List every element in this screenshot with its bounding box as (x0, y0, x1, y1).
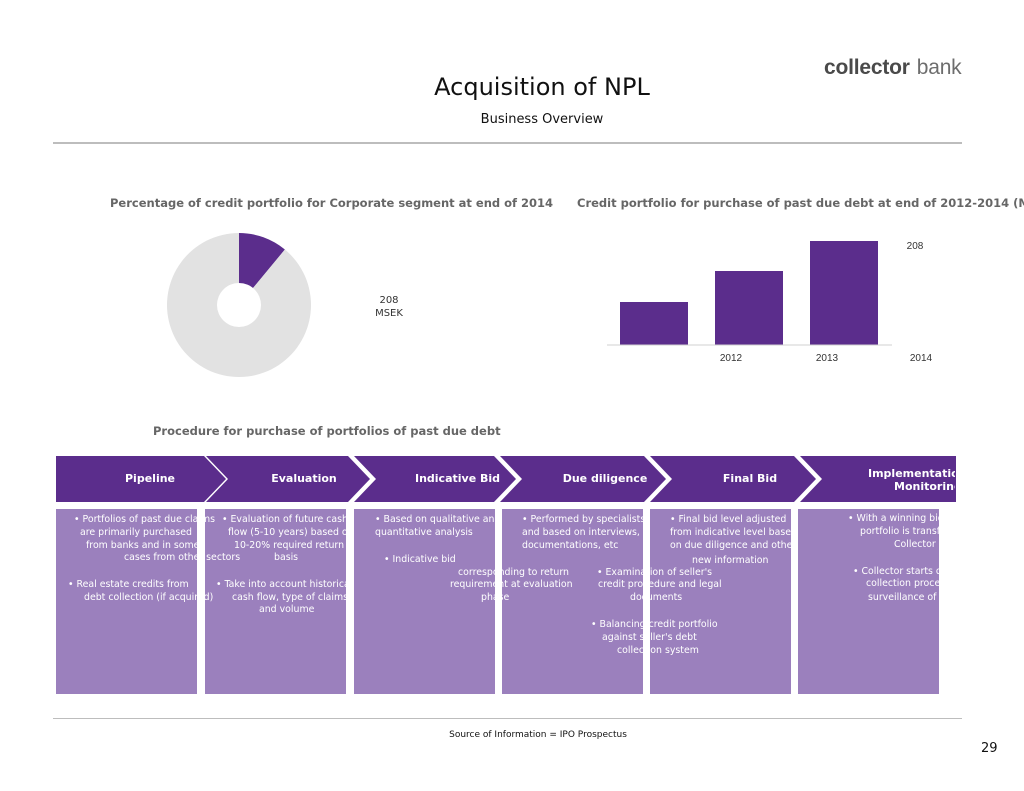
bar-category-label: 2012 (720, 353, 743, 364)
step-label-implementation: Implementation and Monitoring (855, 467, 955, 493)
left-chart-heading: Percentage of credit portfolio for Corpo… (110, 196, 554, 210)
due-text-3: documentations, etc (522, 540, 619, 551)
logo-text-bank: bank (916, 56, 962, 79)
indicative-text-3: • Indicative bid (384, 554, 456, 565)
impl-text-6: surveillance of claims (868, 592, 939, 603)
collector-bank-logo: collector bank (824, 56, 962, 80)
indicative-text-1: • Based on qualitative and (375, 514, 501, 525)
indicative-text-5: requirement at evaluation (450, 579, 573, 590)
bar-category-label: 2013 (816, 353, 839, 364)
impl-text-4: • Collector starts debt (853, 566, 939, 577)
source-note: Source of Information = IPO Prospectus (449, 730, 627, 740)
pipeline-text-4: cases from other sectors (124, 552, 241, 563)
bar-chart: 86201214820132082014 (607, 241, 933, 364)
donut-annotation-unit: MSEK (375, 308, 403, 319)
evaluation-text-1: • Evaluation of future cash (222, 514, 348, 525)
panel-evaluation (205, 509, 346, 694)
impl-text-clip: • With a winning bid, the portfolio is t… (798, 509, 939, 694)
panel-final-bid (650, 509, 791, 694)
donut-chart (166, 233, 311, 377)
bottom-divider (53, 718, 962, 719)
due-text-4: • Examination of seller's (597, 567, 713, 578)
step-chevron-final-bid (650, 456, 816, 502)
due-text-5: credit procedure and legal (598, 579, 722, 590)
bar-2012 (620, 302, 688, 345)
pipeline-text-2: are primarily purchased (80, 527, 193, 538)
evaluation-text-7: and volume (259, 604, 315, 615)
step-chevron-evaluation (206, 456, 370, 502)
right-chart-heading: Credit portfolio for purchase of past du… (577, 196, 1024, 210)
page-subtitle: Business Overview (480, 112, 604, 127)
step-chevron-implementation (800, 456, 956, 502)
step-chevron-pipeline (56, 456, 226, 502)
top-divider (53, 142, 962, 144)
logo-text-collector: collector (824, 56, 910, 79)
procedure-steps-bar (56, 456, 956, 502)
step-chevron-due-diligence (500, 456, 666, 502)
panel-due-diligence (502, 509, 643, 694)
impl-text-2: portfolio is transferred to (860, 526, 939, 537)
step-label-implementation-line2: Monitoring (894, 480, 955, 493)
panel-indicative-bid (354, 509, 495, 694)
evaluation-text-6: cash flow, type of claims (232, 592, 349, 603)
donut-hole (217, 283, 261, 327)
due-text-2: and based on interviews, (522, 527, 640, 538)
final-text-4: new information (692, 555, 769, 566)
donut-annotation-value: 208 (379, 295, 399, 306)
bar-2013 (715, 271, 783, 345)
indicative-text-4: corresponding to return (458, 567, 569, 578)
final-text-1: • Final bid level adjusted (670, 514, 787, 525)
due-text-9: collection system (617, 645, 699, 656)
evaluation-text-3: 10-20% required return (234, 540, 345, 551)
indicative-text-2: quantitative analysis (375, 527, 473, 538)
due-text-1: • Performed by specialists (522, 514, 646, 525)
bar-2014 (810, 241, 878, 345)
bar-category-label: 2014 (910, 353, 933, 364)
impl-text-1: • With a winning bid, the (848, 513, 939, 524)
page-title: Acquisition of NPL (434, 73, 650, 101)
impl-text-5: collection process and (866, 578, 939, 589)
step-label-pipeline: Pipeline (125, 472, 175, 485)
due-text-7: • Balancing credit portfolio (591, 619, 718, 630)
pipeline-text-3: from banks and in some (86, 540, 200, 551)
step-label-evaluation: Evaluation (271, 472, 337, 485)
step-chevron-indicative-bid (354, 456, 516, 502)
step-label-indicative-bid: Indicative Bid (414, 472, 501, 485)
pipeline-text-5: • Real estate credits from (68, 579, 189, 590)
final-text-3: on due diligence and other (670, 540, 797, 551)
procedure-heading: Procedure for purchase of portfolios of … (153, 424, 501, 438)
panel-pipeline (56, 509, 197, 694)
page-number: 29 (981, 741, 998, 756)
donut-annotation: 208 MSEK (366, 294, 412, 320)
due-text-6: documents (630, 592, 683, 603)
final-text-2: from indicative level based (670, 527, 797, 538)
due-text-8: against seller's debt (602, 632, 697, 643)
impl-text-3: Collector (894, 539, 936, 550)
step-label-final-bid: Final Bid (722, 472, 778, 485)
panel-implementation (798, 509, 939, 694)
bar-value-label: 208 (907, 241, 924, 252)
pipeline-text-6: debt collection (if acquired) (84, 592, 214, 603)
pipeline-text-1: • Portfolios of past due claims (74, 514, 215, 525)
evaluation-text-5: • Take into account historical (216, 579, 353, 590)
step-label-implementation-line1: Implementation and (868, 467, 955, 480)
step-label-due-diligence: Due diligence (562, 472, 648, 485)
evaluation-text-2: flow (5-10 years) based on (228, 527, 354, 538)
evaluation-text-4: basis (274, 552, 299, 563)
indicative-text-6: phase (481, 592, 510, 603)
